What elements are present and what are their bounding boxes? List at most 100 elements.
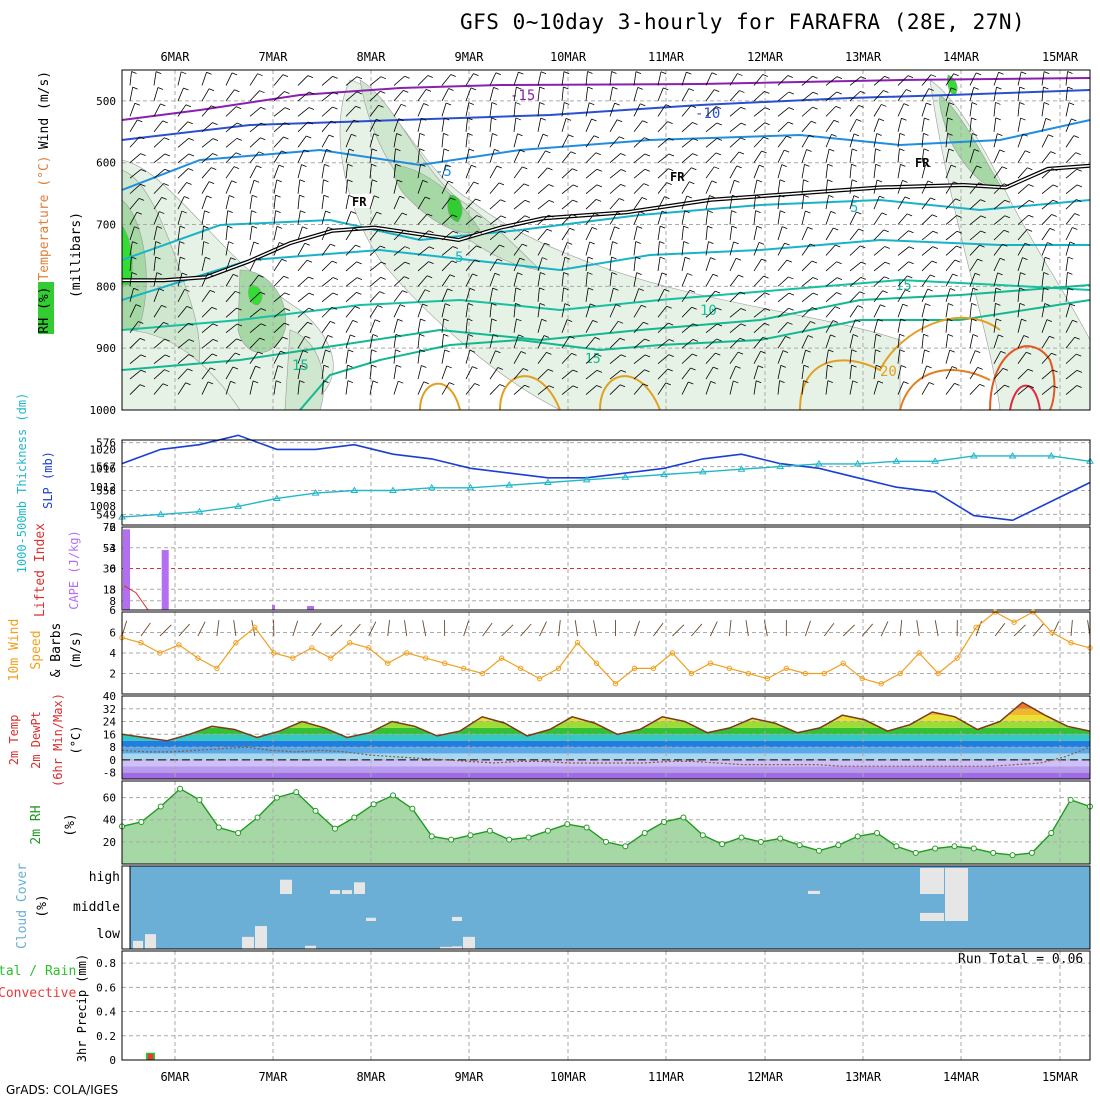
wind-barb bbox=[777, 307, 789, 318]
wind-barb bbox=[297, 259, 308, 272]
wind-barb bbox=[321, 106, 333, 117]
wind-barb bbox=[225, 307, 237, 318]
wind-barb bbox=[513, 243, 523, 256]
wind-barb bbox=[729, 151, 740, 163]
wind-barb-flag bbox=[956, 230, 963, 234]
wind-barb bbox=[249, 122, 262, 133]
wind-barb bbox=[489, 367, 499, 380]
wind-barb bbox=[633, 305, 642, 318]
wind-barb-flag bbox=[995, 287, 1002, 291]
wind-barb-flag bbox=[308, 307, 314, 311]
wind-barb bbox=[657, 322, 669, 334]
temp-contour-3 bbox=[121, 198, 1091, 261]
wind-barb-flag bbox=[1004, 199, 1010, 203]
wind-barb bbox=[513, 384, 525, 395]
wind-barb-flag bbox=[277, 365, 284, 369]
wind-barb bbox=[201, 339, 214, 349]
wind-barb-flag bbox=[1022, 257, 1028, 261]
wind-barb-flag bbox=[668, 168, 674, 172]
wind-barb-flag bbox=[156, 272, 162, 276]
wind-barb-flag bbox=[907, 75, 914, 78]
wind-barb bbox=[657, 226, 661, 241]
wind-barb bbox=[633, 322, 644, 333]
wind-barb-flag bbox=[380, 90, 386, 94]
wind-barb bbox=[705, 226, 708, 241]
wind-barb-flag bbox=[1025, 150, 1031, 154]
wind-barb-flag bbox=[188, 153, 195, 157]
wind-barb-flag bbox=[256, 165, 262, 169]
wind-barb bbox=[249, 90, 260, 102]
wind-barb bbox=[969, 230, 981, 241]
wind-barb bbox=[489, 133, 493, 148]
wind-barb-flag bbox=[355, 244, 361, 248]
wind-barb bbox=[177, 354, 189, 364]
wind-barb-flag bbox=[548, 214, 554, 218]
wind-barb-flag bbox=[1076, 199, 1082, 202]
wind-barb bbox=[297, 292, 310, 303]
wind-barb-flag bbox=[1052, 369, 1058, 373]
wind-barb bbox=[801, 349, 806, 364]
wind-barb bbox=[705, 381, 712, 395]
wind-barb-flag bbox=[1003, 183, 1010, 187]
wind-barb-flag bbox=[829, 148, 835, 152]
wind-barb bbox=[609, 119, 618, 133]
wind-barb-flag bbox=[788, 91, 794, 95]
cloud-cell-6 bbox=[945, 868, 968, 894]
freezing-label-bg-0 bbox=[350, 194, 372, 208]
wind-barb-flag bbox=[1027, 368, 1034, 372]
wind-barb-flag bbox=[644, 137, 650, 141]
wind-barb bbox=[753, 242, 760, 256]
wind-barb-flag bbox=[587, 71, 593, 74]
wind-barb bbox=[465, 133, 469, 148]
wind10m-barb-19 bbox=[482, 622, 493, 637]
wind-barb bbox=[273, 275, 284, 287]
wind-barb bbox=[129, 369, 142, 380]
wind-barb-flag bbox=[688, 88, 694, 92]
wind-barb bbox=[345, 179, 348, 194]
wind-barb bbox=[1065, 370, 1078, 380]
wind-barb-flag bbox=[260, 122, 267, 126]
wind-barb-flag bbox=[853, 195, 860, 199]
wind-barb bbox=[153, 241, 157, 256]
wind-barb-flag bbox=[185, 382, 191, 386]
wind-barb-flag bbox=[732, 194, 738, 198]
wind-barb-flag bbox=[140, 153, 146, 156]
wind-barb bbox=[921, 365, 927, 380]
wind-barb-flag bbox=[158, 288, 165, 292]
wind-barb-flag bbox=[323, 364, 329, 368]
wind-barb-flag bbox=[299, 194, 305, 198]
wind-barb-flag bbox=[739, 337, 746, 341]
wind-barb bbox=[393, 148, 396, 163]
wind-barb bbox=[1017, 117, 1021, 132]
wind-barb-flag bbox=[739, 90, 745, 93]
wind-barb bbox=[753, 165, 760, 179]
wind-barb-flag bbox=[759, 164, 765, 168]
wind-barb bbox=[513, 199, 526, 210]
wind-barb bbox=[729, 137, 741, 148]
wind-barb bbox=[729, 195, 733, 210]
wind-barb-flag bbox=[1072, 227, 1078, 230]
wind-barb bbox=[249, 210, 252, 225]
wind-barb bbox=[273, 91, 285, 102]
wind-barb-flag bbox=[307, 121, 314, 125]
wind-barb bbox=[825, 164, 829, 179]
wind-barb bbox=[633, 168, 646, 179]
wind-barb bbox=[273, 259, 283, 272]
rh-tick-60: 60 bbox=[103, 792, 116, 805]
wind-barb-flag bbox=[596, 168, 602, 172]
rh2m-marker-11 bbox=[331, 825, 338, 832]
wind-barb-flag bbox=[1071, 118, 1077, 122]
wind-barb bbox=[297, 243, 306, 256]
wind-barb-flag bbox=[620, 354, 626, 358]
cloud-cell-9 bbox=[945, 894, 968, 921]
wind-barb-flag bbox=[1067, 86, 1073, 90]
wind-barb bbox=[345, 244, 356, 256]
wind-barb bbox=[681, 289, 691, 303]
wind-barb-flag bbox=[688, 381, 694, 385]
wind-barb bbox=[657, 241, 660, 256]
wind-barb bbox=[921, 133, 924, 148]
wind-barb bbox=[225, 291, 236, 303]
temp-contour-label-15b: 15 bbox=[585, 352, 601, 367]
wind10m-marker-11 bbox=[328, 655, 334, 661]
wind-barb-flag bbox=[757, 365, 764, 369]
